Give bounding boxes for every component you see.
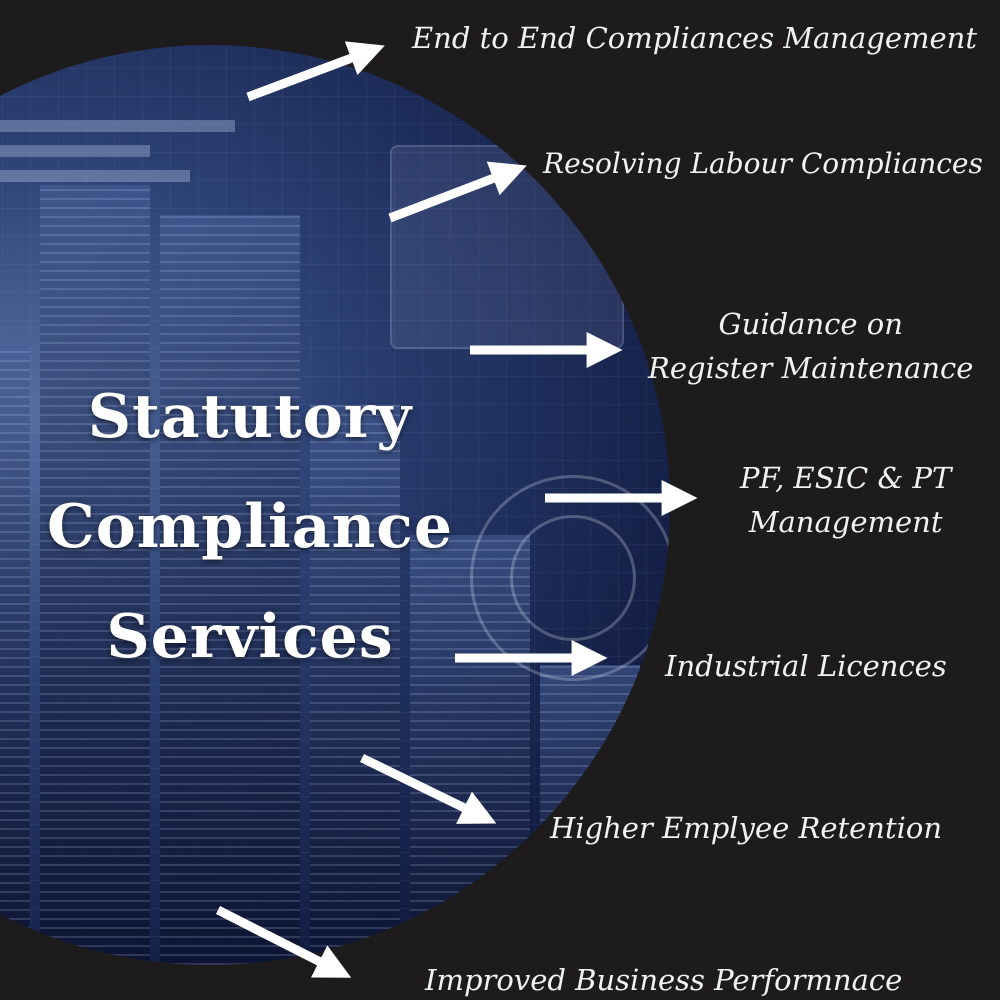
service-register-line-1: Guidance on bbox=[718, 307, 903, 341]
decor-bar bbox=[0, 170, 190, 182]
decor-bar bbox=[0, 120, 235, 132]
building bbox=[40, 185, 150, 965]
service-labour-compliances: Resolving Labour Compliances bbox=[543, 147, 983, 180]
dial-graphic bbox=[470, 475, 670, 681]
service-pf-esic-pt: PF, ESIC & PT Management bbox=[740, 456, 951, 544]
headline-line-3: Services bbox=[106, 602, 394, 672]
building bbox=[0, 345, 30, 965]
service-register-maintenance: Guidance on Register Maintenance bbox=[648, 302, 973, 390]
headline-line-1: Statutory bbox=[87, 382, 413, 452]
arrow-1 bbox=[246, 41, 385, 102]
service-employee-retention: Higher Emplyee Retention bbox=[550, 811, 943, 845]
decor-bar bbox=[0, 145, 150, 157]
arrow-6 bbox=[360, 753, 497, 824]
headline-line-2: Compliance bbox=[46, 492, 453, 562]
service-register-line-2: Register Maintenance bbox=[648, 351, 974, 385]
headline: Statutory Compliance Services bbox=[0, 362, 500, 692]
dial-graphic bbox=[510, 515, 636, 641]
service-pf-line-1: PF, ESIC & PT bbox=[740, 461, 952, 495]
service-industrial-licences: Industrial Licences bbox=[665, 649, 947, 683]
arrow-2 bbox=[388, 161, 527, 223]
building bbox=[310, 405, 400, 965]
building bbox=[540, 665, 640, 965]
service-business-performance: Improved Business Performnace bbox=[425, 963, 903, 997]
city-photo-circle bbox=[0, 45, 670, 965]
service-pf-line-2: Management bbox=[748, 505, 943, 539]
service-end-to-end: End to End Compliances Management bbox=[412, 21, 977, 55]
arrow-7 bbox=[215, 905, 352, 978]
building bbox=[160, 215, 300, 965]
